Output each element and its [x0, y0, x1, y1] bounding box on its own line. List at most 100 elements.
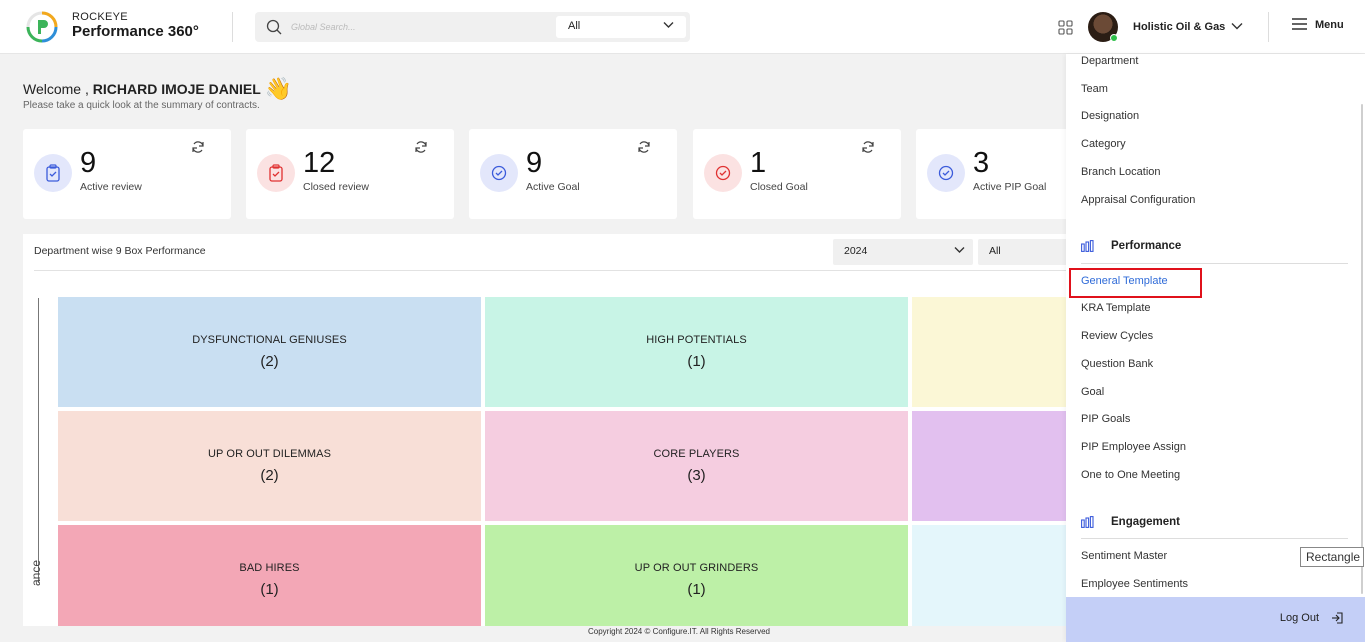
logout-label: Log Out: [1279, 612, 1319, 624]
menu-item-general-template[interactable]: General Template: [1081, 275, 1168, 287]
global-search-input[interactable]: [291, 18, 541, 36]
menu-item-question-bank[interactable]: Question Bank: [1081, 358, 1154, 370]
apps-grid-icon[interactable]: [1058, 20, 1073, 35]
panel-divider: [34, 270, 1083, 271]
stat-card-active-review[interactable]: 9 Active review: [23, 129, 231, 219]
company-name[interactable]: Holistic Oil & Gas: [1133, 21, 1226, 33]
stat-card-active-goal[interactable]: 9 Active Goal: [469, 129, 677, 219]
chevron-down-icon: [954, 247, 965, 253]
box-up-or-out-grinders[interactable]: UP OR OUT GRINDERS (1): [485, 525, 908, 626]
card-label: Closed review: [303, 181, 369, 193]
menu-item-sentiment-master[interactable]: Sentiment Master: [1081, 550, 1168, 562]
menu-item-category[interactable]: Category: [1081, 138, 1126, 150]
refresh-icon[interactable]: [414, 140, 428, 154]
refresh-icon[interactable]: [637, 140, 651, 154]
brand-name: Performance 360°: [72, 23, 199, 40]
header-divider: [232, 12, 233, 42]
box-middle-right[interactable]: [912, 411, 1083, 521]
section-engagement: Engagement: [1081, 516, 1180, 528]
section-engagement-title: Engagement: [1111, 516, 1181, 528]
check-circle-icon: [480, 154, 518, 192]
box-title: CORE PLAYERS: [653, 448, 740, 460]
refresh-icon[interactable]: [191, 140, 205, 154]
department-filter-select[interactable]: All: [978, 239, 1083, 265]
welcome-prefix: Welcome ,: [23, 81, 89, 97]
box-count: (1): [260, 581, 279, 598]
box-high-potentials[interactable]: HIGH POTENTIALS (1): [485, 297, 908, 407]
box-bottom-right[interactable]: [912, 525, 1083, 626]
menu-item-pip-goals[interactable]: PIP Goals: [1081, 413, 1131, 425]
logout-bar: Log Out: [1066, 597, 1365, 642]
box-count: (2): [260, 467, 279, 484]
nine-box-panel: Department wise 9 Box Performance 2024 A…: [23, 234, 1083, 626]
box-title: BAD HIRES: [239, 562, 300, 574]
menu-item-kra-template[interactable]: KRA Template: [1081, 302, 1151, 314]
menu-item-employee-sentiments[interactable]: Employee Sentiments: [1081, 578, 1188, 590]
box-title: UP OR OUT DILEMMAS: [207, 448, 332, 460]
highlight-rectangle: [1069, 268, 1202, 298]
box-title: DYSFUNCTIONAL GENIUSES: [192, 334, 347, 346]
panel-title: Department wise 9 Box Performance: [34, 245, 206, 257]
section-divider: [1081, 263, 1348, 264]
card-value: 9: [526, 147, 543, 179]
card-value: 1: [750, 147, 767, 179]
menu-button[interactable]: Menu: [1292, 18, 1344, 31]
clipboard-check-icon: [34, 154, 72, 192]
department-filter-value: All: [989, 245, 1001, 257]
menu-item-review-cycles[interactable]: Review Cycles: [1081, 330, 1154, 342]
menu-item-designation[interactable]: Designation: [1081, 110, 1140, 122]
box-dysfunctional-geniuses[interactable]: DYSFUNCTIONAL GENIUSES (2): [58, 297, 481, 407]
box-count: (3): [687, 467, 706, 484]
welcome-heading: Welcome , RICHARD IMOJE DANIEL 👋: [23, 74, 293, 101]
card-label: Active PIP Goal: [973, 181, 1047, 193]
box-core-players[interactable]: CORE PLAYERS (3): [485, 411, 908, 521]
card-value: 12: [303, 147, 336, 179]
box-top-right[interactable]: [912, 297, 1083, 407]
menu-item-one-to-one-meeting[interactable]: One to One Meeting: [1081, 469, 1181, 481]
stat-card-closed-review[interactable]: 12 Closed review: [246, 129, 454, 219]
menu-item-branch-location[interactable]: Branch Location: [1081, 166, 1161, 178]
logout-button[interactable]: Log Out: [1280, 612, 1343, 624]
year-select[interactable]: 2024: [833, 239, 973, 265]
menu-item-goal[interactable]: Goal: [1081, 386, 1105, 398]
menu-item-team[interactable]: Team: [1081, 83, 1108, 95]
box-count: (2): [260, 353, 279, 370]
chevron-down-icon[interactable]: [1231, 22, 1243, 30]
global-search: All: [255, 12, 690, 42]
section-divider: [1081, 538, 1348, 539]
user-name: RICHARD IMOJE DANIEL: [92, 81, 261, 97]
hamburger-icon: [1292, 18, 1307, 30]
chevron-down-icon: [663, 22, 674, 28]
section-performance-title: Performance: [1111, 240, 1182, 252]
box-count: (1): [687, 353, 706, 370]
search-icon[interactable]: [266, 19, 282, 35]
search-filter-value: All: [568, 20, 581, 32]
clipboard-check-icon: [257, 154, 295, 192]
card-label: Closed Goal: [750, 181, 808, 193]
check-circle-icon: [927, 154, 965, 192]
y-axis-line: [38, 298, 39, 583]
card-label: Active review: [80, 181, 142, 193]
rockeye-logo-icon[interactable]: [26, 11, 58, 43]
box-title: UP OR OUT GRINDERS: [634, 562, 759, 574]
menu-item-department[interactable]: Department: [1081, 55, 1139, 67]
stat-card-closed-goal[interactable]: 1 Closed Goal: [693, 129, 901, 219]
bar-chart-icon: [1081, 240, 1094, 252]
year-value: 2024: [844, 245, 868, 257]
wave-emoji-icon: 👋: [264, 76, 293, 101]
side-menu-panel: Department Team Designation Category Bra…: [1066, 54, 1365, 642]
menu-item-pip-employee-assign[interactable]: PIP Employee Assign: [1081, 441, 1186, 453]
bar-chart-icon: [1081, 516, 1094, 528]
welcome-subtitle: Please take a quick look at the summary …: [23, 100, 260, 111]
box-up-or-out-dilemmas[interactable]: UP OR OUT DILEMMAS (2): [58, 411, 481, 521]
menu-scrollbar[interactable]: [1361, 104, 1363, 594]
box-bad-hires[interactable]: BAD HIRES (1): [58, 525, 481, 626]
search-filter-select[interactable]: All: [556, 16, 686, 38]
header-divider: [1268, 12, 1269, 42]
menu-item-appraisal-configuration[interactable]: Appraisal Configuration: [1081, 194, 1196, 206]
card-label: Active Goal: [526, 181, 580, 193]
check-circle-icon: [704, 154, 742, 192]
refresh-icon[interactable]: [861, 140, 875, 154]
brand-top: ROCKEYE: [72, 11, 128, 23]
logout-icon: [1332, 612, 1343, 624]
